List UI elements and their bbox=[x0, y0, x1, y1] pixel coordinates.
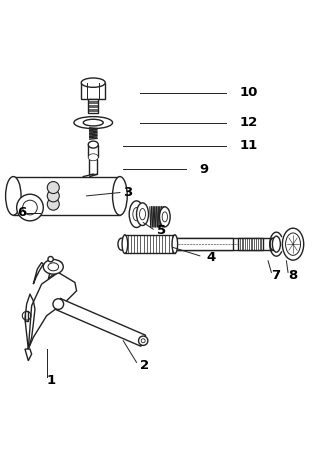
Ellipse shape bbox=[53, 299, 64, 309]
Polygon shape bbox=[28, 273, 77, 349]
Text: 4: 4 bbox=[206, 251, 216, 264]
Bar bbox=[13, 177, 120, 215]
Ellipse shape bbox=[129, 201, 144, 228]
Bar bbox=[89, 159, 97, 174]
Bar bbox=[125, 235, 175, 254]
Bar bbox=[238, 238, 263, 250]
Ellipse shape bbox=[137, 203, 149, 226]
Polygon shape bbox=[25, 311, 28, 321]
Ellipse shape bbox=[88, 154, 98, 161]
Ellipse shape bbox=[47, 190, 59, 202]
Polygon shape bbox=[48, 261, 62, 279]
Text: 11: 11 bbox=[240, 140, 258, 152]
Ellipse shape bbox=[74, 117, 113, 129]
Polygon shape bbox=[33, 263, 43, 284]
Text: 2: 2 bbox=[140, 359, 149, 372]
Ellipse shape bbox=[47, 181, 59, 193]
Text: 10: 10 bbox=[240, 86, 258, 99]
Ellipse shape bbox=[172, 235, 177, 254]
Polygon shape bbox=[56, 299, 146, 346]
Text: 6: 6 bbox=[17, 206, 26, 219]
Polygon shape bbox=[25, 294, 35, 349]
Text: 7: 7 bbox=[271, 269, 280, 282]
Polygon shape bbox=[25, 349, 32, 361]
Bar bbox=[88, 99, 98, 113]
Ellipse shape bbox=[122, 235, 128, 254]
Text: 9: 9 bbox=[200, 163, 209, 176]
Text: 5: 5 bbox=[157, 224, 166, 238]
Bar bbox=[81, 83, 105, 99]
Ellipse shape bbox=[48, 256, 53, 262]
Ellipse shape bbox=[43, 259, 63, 274]
Ellipse shape bbox=[47, 198, 59, 210]
Ellipse shape bbox=[113, 177, 127, 215]
Bar bbox=[88, 144, 98, 157]
Bar bbox=[175, 238, 233, 250]
Text: 1: 1 bbox=[47, 374, 56, 387]
Ellipse shape bbox=[139, 336, 148, 345]
Text: 12: 12 bbox=[240, 116, 258, 129]
Ellipse shape bbox=[270, 238, 276, 250]
Ellipse shape bbox=[118, 238, 125, 250]
Ellipse shape bbox=[272, 236, 280, 252]
Ellipse shape bbox=[17, 194, 43, 221]
Ellipse shape bbox=[88, 141, 98, 148]
Text: 8: 8 bbox=[288, 269, 297, 282]
Bar bbox=[122, 238, 273, 250]
Text: 3: 3 bbox=[123, 186, 133, 199]
Ellipse shape bbox=[282, 228, 304, 260]
Ellipse shape bbox=[6, 177, 21, 215]
Ellipse shape bbox=[81, 78, 105, 87]
Ellipse shape bbox=[160, 207, 170, 227]
